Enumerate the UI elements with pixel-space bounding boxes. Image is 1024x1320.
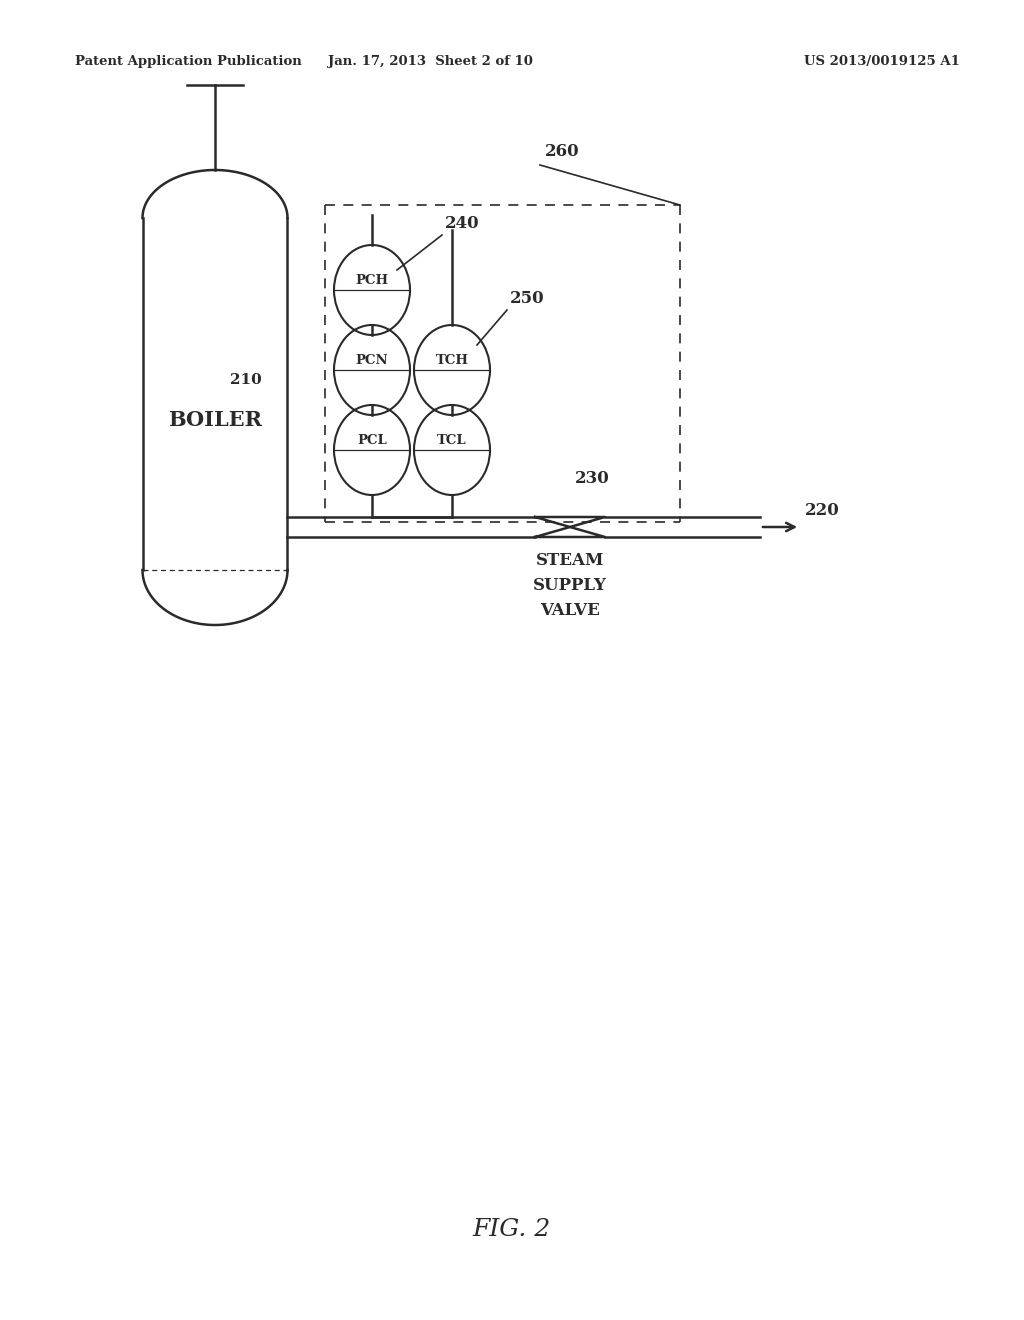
Text: STEAM: STEAM	[536, 552, 604, 569]
Text: 240: 240	[445, 215, 479, 232]
Text: 260: 260	[545, 143, 580, 160]
Text: TCL: TCL	[437, 433, 467, 446]
Text: BOILER: BOILER	[168, 411, 262, 430]
Text: 210: 210	[230, 374, 262, 387]
Text: Jan. 17, 2013  Sheet 2 of 10: Jan. 17, 2013 Sheet 2 of 10	[328, 55, 532, 69]
Text: SUPPLY: SUPPLY	[534, 577, 607, 594]
Text: 250: 250	[510, 290, 545, 308]
Text: PCN: PCN	[355, 354, 388, 367]
Text: FIG. 2: FIG. 2	[473, 1218, 551, 1242]
Text: VALVE: VALVE	[540, 602, 600, 619]
Text: PCL: PCL	[357, 433, 387, 446]
Text: Patent Application Publication: Patent Application Publication	[75, 55, 302, 69]
Text: US 2013/0019125 A1: US 2013/0019125 A1	[804, 55, 961, 69]
Text: TCH: TCH	[435, 354, 469, 367]
Text: 230: 230	[575, 470, 609, 487]
Text: 220: 220	[805, 502, 840, 519]
Text: PCH: PCH	[355, 273, 388, 286]
